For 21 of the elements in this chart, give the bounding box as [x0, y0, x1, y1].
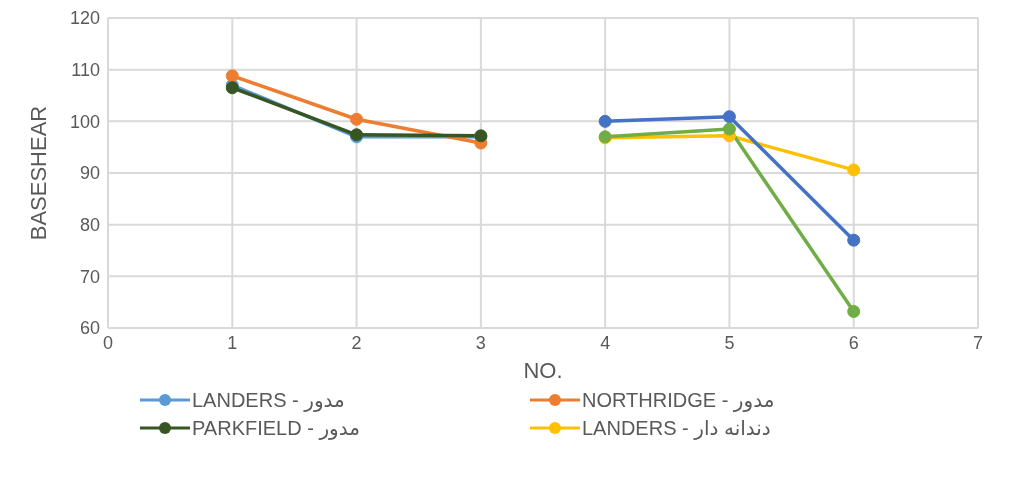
x-axis-title: NO. — [523, 358, 563, 383]
y-axis-title: BASESHEAR — [25, 105, 51, 241]
legend-label: LANDERS - مدور — [192, 388, 345, 412]
x-tick-label: 3 — [475, 332, 486, 353]
x-tick-label: 2 — [351, 332, 362, 353]
x-tick-label: 1 — [227, 332, 238, 353]
y-tick-label: 110 — [71, 60, 100, 81]
y-tick-label: 60 — [79, 318, 100, 339]
y-tick-label: 100 — [69, 111, 100, 132]
x-tick-label: 4 — [600, 332, 611, 353]
legend-label: PARKFIELD - مدور — [192, 416, 360, 440]
x-tick-label: 5 — [724, 332, 735, 353]
y-tick-label: 120 — [69, 8, 100, 29]
y-tick-label: 70 — [79, 266, 100, 287]
x-tick-label: 6 — [848, 332, 859, 353]
x-tick-label: 7 — [972, 332, 984, 353]
x-tick-label: 0 — [102, 332, 114, 353]
y-tick-label: 80 — [79, 215, 100, 236]
legend-label: NORTHRIDGE - مدور — [582, 388, 775, 412]
y-tick-label: 90 — [79, 163, 100, 184]
legend-label: LANDERS - دندانه دار — [582, 416, 771, 440]
